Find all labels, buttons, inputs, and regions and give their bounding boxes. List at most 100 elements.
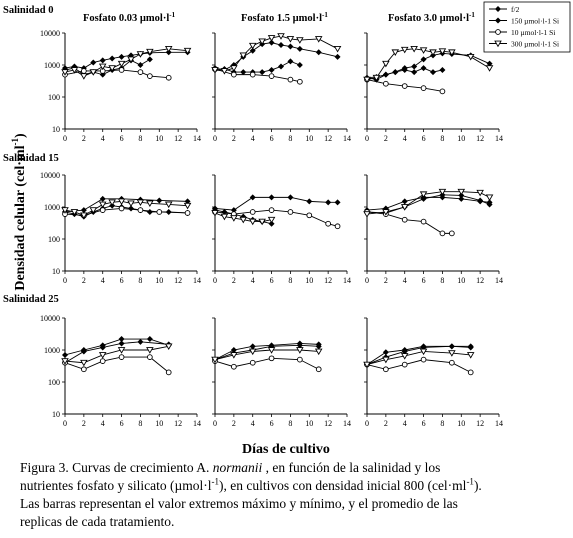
panel-r0-c2: 0 2 4 6 8 10 12 14 — [363, 32, 503, 143]
data-point — [278, 42, 284, 49]
x-tick-label: 14 — [193, 419, 201, 428]
series-line — [214, 209, 338, 227]
x-tick-label: 0 — [365, 276, 369, 285]
data-point — [118, 340, 125, 347]
data-point — [268, 39, 275, 46]
data-point — [296, 62, 303, 68]
x-tick-label: 6 — [120, 134, 124, 143]
data-point — [485, 65, 494, 72]
series-2 — [212, 66, 303, 85]
data-point — [400, 204, 409, 211]
data-point — [231, 363, 237, 370]
x-tick-label: 12 — [324, 419, 332, 428]
data-point — [287, 76, 294, 83]
data-point — [183, 202, 192, 210]
data-point — [118, 205, 125, 212]
panel-r0-c0: 10 100 1000 10000 0 2 4 6 8 10 12 14 — [40, 29, 201, 143]
caption-line-4: replicas de cada tratamiento. — [20, 514, 175, 529]
panel-r2-c1: 0 2 4 6 8 10 12 14 — [211, 317, 351, 428]
series-2 — [364, 356, 474, 376]
data-point — [383, 80, 389, 87]
data-point — [164, 45, 173, 53]
row-title-1: Salinidad 15 — [3, 153, 59, 164]
data-point — [287, 43, 294, 50]
data-point — [287, 194, 294, 201]
x-tick-label: 12 — [174, 276, 182, 285]
data-point — [239, 52, 248, 60]
data-point — [156, 197, 163, 204]
data-point — [117, 347, 126, 354]
data-point — [249, 359, 256, 366]
data-point — [230, 65, 238, 72]
data-point — [486, 60, 493, 67]
series-3 — [363, 188, 494, 218]
data-point — [476, 189, 484, 197]
data-point — [401, 66, 408, 73]
data-point — [230, 215, 238, 222]
data-point — [401, 198, 408, 205]
data-point — [118, 67, 125, 73]
series-line — [64, 345, 169, 364]
data-point — [99, 207, 106, 213]
x-tick-label: 2 — [384, 134, 388, 143]
data-point — [267, 35, 276, 42]
data-point — [287, 58, 294, 65]
data-point — [99, 358, 106, 364]
data-point — [70, 209, 79, 216]
data-point — [249, 47, 256, 54]
x-tick-label: 2 — [384, 419, 388, 428]
data-point — [230, 347, 237, 353]
figure-caption: Figura 3. Curvas de crecimiento A. norma… — [20, 459, 560, 531]
data-point — [372, 74, 381, 82]
x-tick-label: 14 — [343, 276, 351, 285]
data-point — [259, 69, 266, 76]
data-point — [267, 216, 276, 224]
data-point — [146, 56, 153, 63]
data-point — [164, 343, 173, 351]
caption-line-3: Las barras representan el valor extremos… — [20, 496, 458, 511]
data-point — [137, 69, 144, 75]
data-point — [98, 63, 107, 71]
data-point — [127, 200, 135, 208]
data-point — [296, 37, 304, 44]
series-2 — [62, 354, 172, 376]
data-point — [118, 53, 125, 60]
data-point — [146, 200, 154, 208]
data-point — [89, 207, 98, 214]
series-line — [214, 196, 338, 211]
x-tick-label: 0 — [213, 419, 217, 428]
data-point — [420, 218, 427, 225]
data-point — [183, 47, 192, 55]
x-tick-label: 0 — [213, 134, 217, 143]
data-point — [128, 205, 134, 212]
data-point — [137, 62, 144, 68]
y-axis-label: Densidad celular (cel·ml-1) — [10, 133, 28, 291]
x-tick-label: 4 — [251, 276, 255, 285]
data-point — [382, 71, 389, 78]
data-point — [70, 67, 79, 74]
x-tick-label: 10 — [457, 276, 465, 285]
data-point — [61, 69, 69, 76]
data-point — [99, 342, 106, 349]
data-point — [62, 351, 68, 358]
data-point — [184, 210, 191, 216]
panel-r1-c0: 10 100 1000 10000 0 2 4 6 8 10 12 14 — [40, 171, 201, 285]
series-line — [214, 68, 300, 83]
series-line — [214, 343, 319, 361]
data-point — [466, 53, 475, 61]
data-point — [108, 199, 116, 207]
data-point — [146, 208, 153, 215]
data-point — [136, 51, 145, 58]
data-point — [306, 212, 313, 219]
data-point — [146, 336, 153, 343]
data-point — [420, 356, 427, 363]
x-tick-label: 10 — [155, 134, 163, 143]
series-3 — [211, 33, 342, 75]
series-line — [366, 359, 471, 373]
data-point — [118, 354, 125, 360]
data-point — [401, 361, 408, 368]
data-point — [99, 57, 106, 64]
data-point — [315, 366, 322, 373]
legend: f/2 150 µmol·l-1 Si 10 µmol·l-1 Si 300 µmol… — [483, 1, 571, 53]
series-line — [366, 191, 490, 215]
